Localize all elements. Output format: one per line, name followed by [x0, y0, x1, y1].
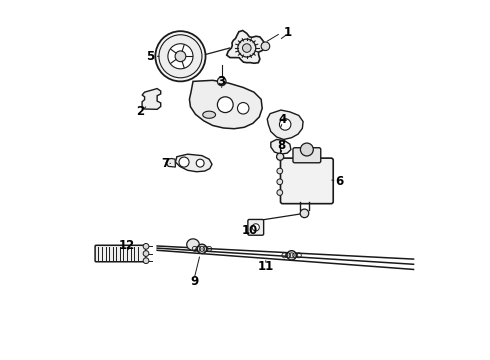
Circle shape — [143, 258, 149, 264]
Circle shape — [175, 51, 186, 62]
Circle shape — [143, 243, 149, 249]
Circle shape — [277, 168, 283, 174]
Polygon shape — [175, 154, 212, 172]
Text: 10: 10 — [242, 224, 258, 237]
Circle shape — [168, 44, 193, 69]
Polygon shape — [227, 31, 266, 63]
Polygon shape — [267, 110, 303, 139]
Polygon shape — [190, 80, 262, 129]
Polygon shape — [203, 111, 216, 118]
FancyBboxPatch shape — [248, 220, 264, 235]
Circle shape — [277, 179, 283, 185]
Circle shape — [179, 157, 189, 167]
Circle shape — [143, 251, 149, 256]
Circle shape — [196, 159, 204, 167]
Polygon shape — [166, 158, 175, 167]
Text: 7: 7 — [161, 157, 169, 170]
Text: 1: 1 — [284, 26, 292, 39]
Circle shape — [252, 224, 259, 231]
Circle shape — [238, 103, 249, 114]
Circle shape — [279, 119, 291, 130]
Circle shape — [155, 31, 205, 81]
Text: 8: 8 — [277, 139, 286, 152]
FancyBboxPatch shape — [280, 158, 333, 204]
Circle shape — [218, 77, 226, 86]
Circle shape — [218, 97, 233, 113]
Text: 5: 5 — [146, 50, 154, 63]
Circle shape — [159, 35, 202, 78]
Text: 3: 3 — [218, 75, 226, 88]
Circle shape — [261, 42, 270, 50]
Text: 6: 6 — [335, 175, 343, 188]
Circle shape — [287, 251, 296, 260]
Circle shape — [277, 190, 283, 195]
Text: 2: 2 — [136, 105, 144, 118]
Text: 9: 9 — [190, 275, 198, 288]
Text: 12: 12 — [119, 239, 135, 252]
Polygon shape — [187, 239, 199, 250]
FancyBboxPatch shape — [293, 148, 321, 163]
Text: 11: 11 — [258, 260, 274, 273]
Circle shape — [197, 244, 207, 253]
Polygon shape — [271, 139, 291, 154]
Text: 4: 4 — [278, 113, 287, 126]
Circle shape — [243, 44, 251, 52]
Polygon shape — [142, 89, 161, 109]
Circle shape — [238, 39, 256, 57]
Circle shape — [300, 209, 309, 218]
Circle shape — [276, 153, 284, 160]
FancyBboxPatch shape — [95, 245, 146, 262]
Circle shape — [300, 143, 313, 156]
